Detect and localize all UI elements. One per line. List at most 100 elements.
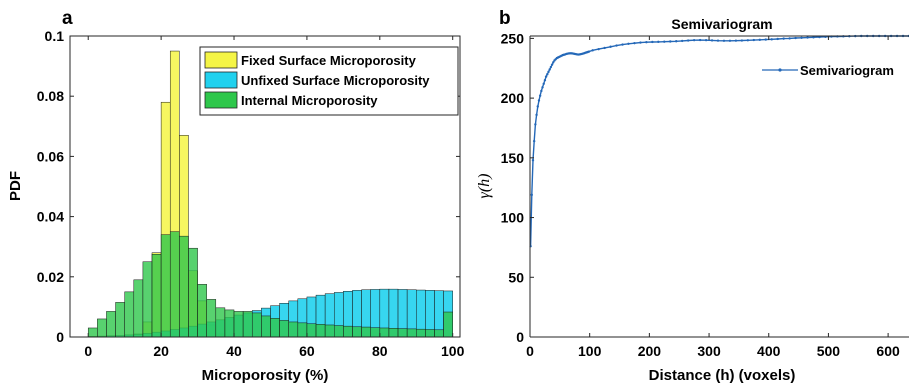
histogram-bar <box>425 329 435 338</box>
semivariogram-point <box>548 68 551 71</box>
semivariogram-legend: Semivariogram <box>762 63 894 78</box>
histogram-bar <box>279 320 289 338</box>
histogram-bar <box>197 284 207 338</box>
semivariogram-point <box>536 105 539 108</box>
semivariogram-point <box>639 41 642 44</box>
semivariogram-point <box>651 40 654 44</box>
semivariogram-point <box>669 40 672 43</box>
semivariogram-point <box>547 70 550 74</box>
semivariogram-point <box>540 89 543 93</box>
semivariogram-point <box>746 39 750 42</box>
legend-swatch-fixed <box>204 51 238 69</box>
histogram-bar <box>115 302 125 338</box>
x-tick-label: 40 <box>226 343 242 359</box>
histogram-x-axis-label: Microporosity (%) <box>202 367 329 384</box>
semivariogram-point <box>758 38 761 42</box>
semivariogram-point <box>752 38 756 42</box>
y-tick-label: 200 <box>501 90 525 106</box>
histogram-bar <box>306 323 317 338</box>
semivariogram-title: Semivariogram <box>671 16 772 32</box>
x-tick-label: 0 <box>84 343 92 359</box>
semivariogram-point <box>542 82 545 85</box>
y-tick-label: 0 <box>516 329 524 345</box>
histogram-bar <box>334 325 344 338</box>
x-tick-label: 20 <box>153 343 169 359</box>
semivariogram-point <box>531 159 535 162</box>
x-tick-label: 60 <box>299 343 315 359</box>
histogram-bar <box>124 291 135 338</box>
histogram-chart: 0 20 40 60 80 100 0 0.02 0.04 0.06 0.08 0.1 Micropo… <box>7 28 465 384</box>
histogram-bar <box>397 328 408 338</box>
semivariogram-x-axis-label: Distance (h) (voxels) <box>649 367 796 384</box>
histogram-bar <box>288 321 299 338</box>
semivariogram-point <box>770 38 773 41</box>
semivariogram-point <box>776 37 779 41</box>
histogram-bar <box>261 315 271 338</box>
histogram-bar <box>233 311 244 338</box>
histogram-bar <box>324 324 335 338</box>
semivariogram-plot <box>529 34 909 248</box>
semivariogram-point <box>794 36 797 40</box>
semivariogram-legend-marker <box>778 68 782 72</box>
semivariogram-point <box>686 39 690 42</box>
semivariogram-point <box>544 75 548 78</box>
semivariogram-point <box>657 40 660 44</box>
semivariogram-point <box>543 78 547 82</box>
histogram-bar <box>242 311 253 338</box>
semivariogram-point <box>609 45 612 48</box>
histogram-bar <box>315 324 326 338</box>
histogram-bar <box>133 279 144 338</box>
histogram-bar <box>352 326 362 338</box>
semivariogram-point <box>675 40 678 43</box>
semivariogram-point <box>782 37 785 40</box>
histogram-bar <box>224 309 235 338</box>
histogram-legend-box <box>199 46 459 116</box>
semivariogram-point <box>541 86 544 89</box>
x-tick-label: 200 <box>638 343 662 359</box>
x-tick-label: 600 <box>876 343 900 359</box>
semivariogram-point <box>615 44 618 47</box>
semivariogram-y-axis-label: γ(h) <box>476 174 493 199</box>
semivariogram-point <box>806 36 809 39</box>
semivariogram-point <box>552 61 555 64</box>
semivariogram-point <box>535 113 538 117</box>
semivariogram-point <box>800 36 803 39</box>
histogram-bar <box>160 234 171 338</box>
semivariogram-legend-label: Semivariogram <box>800 63 894 78</box>
semivariogram-point <box>537 99 541 102</box>
x-tick-label: 300 <box>697 343 721 359</box>
semivariogram-point <box>645 41 648 44</box>
histogram-bar <box>388 328 399 338</box>
semivariogram-point <box>692 38 696 42</box>
histogram-bar <box>215 307 226 338</box>
semivariogram-point <box>534 123 537 126</box>
semivariogram-point <box>764 38 767 41</box>
histogram-bar <box>379 327 390 338</box>
histogram-bar <box>434 329 444 338</box>
semivariogram-point <box>680 39 684 43</box>
semivariogram-point <box>597 47 600 51</box>
x-tick-label: 100 <box>441 343 465 359</box>
histogram-bar <box>297 322 308 338</box>
semivariogram-point <box>704 38 708 42</box>
histogram-bar <box>106 311 116 338</box>
x-tick-label: 400 <box>757 343 781 359</box>
semivariogram-point <box>603 46 606 50</box>
semivariogram-chart: Semivariogram 0 100 200 300 400 500 600 0 50 100 1… <box>476 16 909 384</box>
histogram-bar <box>87 327 98 338</box>
semivariogram-ticks: 0 100 200 300 400 500 600 0 50 100 150 200 250 <box>501 30 900 359</box>
histogram-bar <box>169 231 180 338</box>
y-tick-label: 50 <box>508 269 524 285</box>
semivariogram-point <box>663 40 666 43</box>
histogram-bar <box>151 253 162 338</box>
semivariogram-point <box>716 39 720 42</box>
x-tick-label: 0 <box>526 343 534 359</box>
legend-label-internal: Internal Microporosity <box>241 93 378 108</box>
semivariogram-point <box>587 50 591 53</box>
semivariogram-point <box>740 39 744 42</box>
semivariogram-point <box>698 38 702 42</box>
histogram-axes-box <box>69 35 461 338</box>
semivariogram-point <box>812 36 815 39</box>
y-tick-label: 0.08 <box>37 88 64 104</box>
histogram-bar <box>361 326 371 338</box>
